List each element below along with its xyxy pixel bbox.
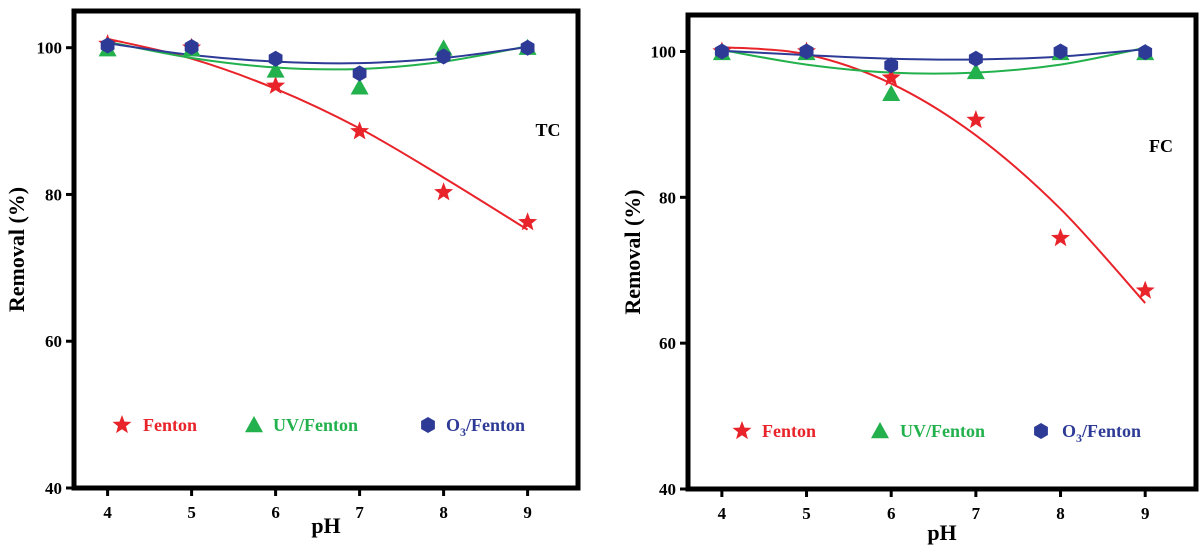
data-point-fenton bbox=[1135, 280, 1155, 299]
x-tick-label: 8 bbox=[439, 503, 448, 522]
panel-annotation: FC bbox=[1149, 136, 1173, 156]
data-point-o3-fenton bbox=[100, 37, 115, 54]
legend-label-uv-fenton: UV/Fenton bbox=[900, 421, 985, 441]
data-point-fenton bbox=[350, 121, 370, 140]
data-point-fenton bbox=[966, 110, 986, 129]
x-tick-label: 8 bbox=[1056, 504, 1065, 523]
legend-marker-o3-fenton bbox=[1034, 423, 1048, 439]
fit-line-fenton bbox=[721, 46, 1146, 304]
x-axis-label: pH bbox=[927, 520, 956, 545]
y-tick-label: 40 bbox=[659, 480, 676, 499]
data-point-o3-fenton bbox=[1053, 43, 1068, 60]
x-axis-label: pH bbox=[311, 513, 340, 538]
chart-panel-1: 4 5 6 7 8 9 40 60 80 100 pH Removal (%) TC Fenton UV/F… bbox=[4, 8, 581, 538]
data-point-o3-fenton bbox=[184, 39, 199, 55]
data-point-uv-fenton bbox=[882, 84, 901, 101]
data-point-uv-fenton bbox=[266, 61, 285, 78]
data-point-fenton bbox=[266, 75, 286, 94]
legend-label-uv-fenton: UV/Fenton bbox=[273, 415, 358, 435]
y-tick-label: 60 bbox=[45, 332, 62, 351]
x-tick-label: 6 bbox=[887, 504, 896, 523]
data-point-uv-fenton bbox=[966, 62, 985, 80]
plot-frame bbox=[685, 12, 1199, 492]
data-point-o3-fenton bbox=[799, 43, 814, 60]
y-tick-label: 80 bbox=[45, 185, 62, 204]
x-tick-label: 4 bbox=[718, 504, 727, 523]
data-point-fenton bbox=[881, 67, 901, 86]
legend-marker-uv-fenton bbox=[871, 422, 889, 439]
y-axis-label: Removal (%) bbox=[4, 187, 29, 312]
data-point-o3-fenton bbox=[268, 50, 283, 67]
legend-marker-uv-fenton bbox=[245, 416, 263, 433]
y-axis-label: Removal (%) bbox=[620, 189, 645, 314]
data-point-o3-fenton bbox=[884, 57, 899, 74]
x-tick-label: 9 bbox=[523, 503, 532, 522]
x-tick-label: 7 bbox=[355, 503, 364, 522]
fit-line-o3-fenton bbox=[721, 48, 1146, 61]
x-tick-label: 5 bbox=[187, 503, 196, 522]
chart-panel-2: 4 5 6 7 8 9 40 60 80 100 pH Removal (%) FC Fenton UV/F… bbox=[620, 12, 1199, 545]
x-tick-label: 7 bbox=[972, 504, 981, 523]
data-point-fenton bbox=[434, 182, 454, 201]
data-point-o3-fenton bbox=[352, 65, 367, 82]
plot-frame bbox=[71, 8, 581, 491]
y-tick-label: 100 bbox=[37, 39, 63, 58]
y-tick-label: 80 bbox=[659, 188, 676, 207]
x-tick-label: 9 bbox=[1141, 504, 1150, 523]
data-point-o3-fenton bbox=[520, 39, 535, 56]
data-point-fenton bbox=[1051, 228, 1070, 247]
legend-label-o3-fenton: O3/Fenton bbox=[1062, 421, 1141, 445]
fit-line-fenton bbox=[107, 37, 529, 231]
fit-line-o3-fenton bbox=[107, 42, 528, 65]
legend-label-fenton: Fenton bbox=[762, 421, 816, 441]
x-tick-label: 5 bbox=[802, 504, 811, 523]
data-point-o3-fenton bbox=[436, 48, 451, 65]
x-tick-label: 6 bbox=[271, 503, 280, 522]
y-tick-label: 60 bbox=[659, 334, 676, 353]
x-tick-label: 4 bbox=[103, 503, 112, 522]
y-tick-label: 100 bbox=[651, 42, 677, 61]
data-point-fenton bbox=[518, 212, 538, 231]
legend-marker-o3-fenton bbox=[421, 417, 435, 433]
data-point-o3-fenton bbox=[714, 43, 729, 60]
legend-label-fenton: Fenton bbox=[143, 415, 197, 435]
data-point-o3-fenton bbox=[968, 50, 983, 67]
panel-annotation: TC bbox=[535, 120, 560, 140]
data-point-uv-fenton bbox=[350, 78, 369, 95]
y-tick-label: 40 bbox=[45, 479, 62, 498]
data-point-o3-fenton bbox=[1138, 44, 1153, 61]
fit-line-uv-fenton bbox=[107, 40, 528, 71]
fit-line-uv-fenton bbox=[721, 46, 1146, 75]
legend-label-o3-fenton: O3/Fenton bbox=[446, 415, 525, 439]
legend-marker-fenton bbox=[732, 421, 752, 440]
legend-marker-fenton bbox=[112, 415, 132, 434]
